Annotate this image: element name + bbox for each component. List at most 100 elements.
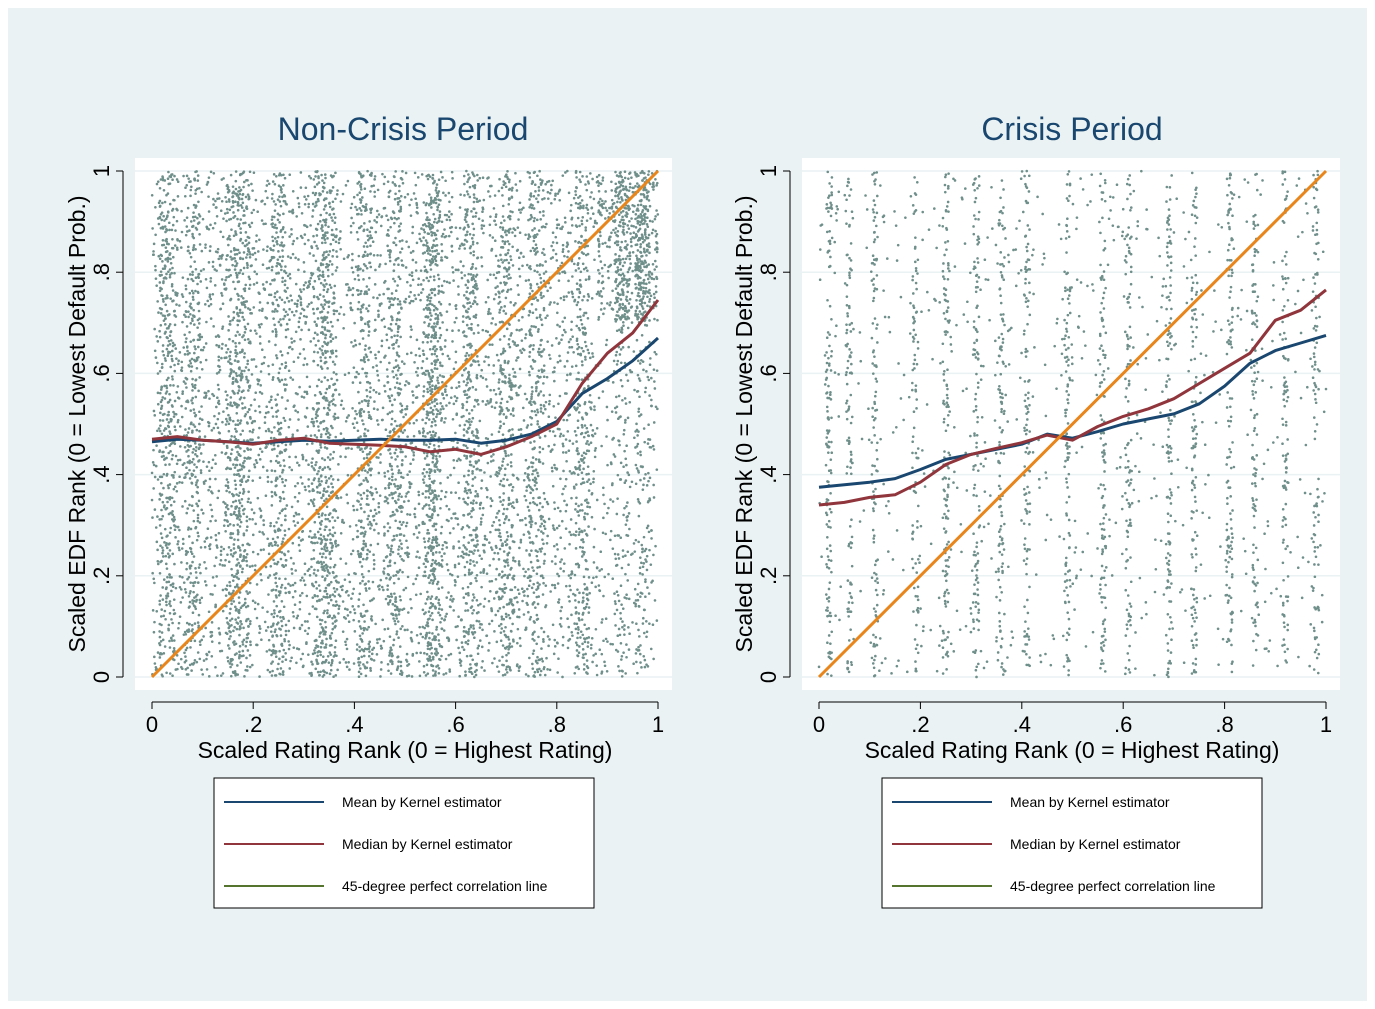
- scatter-point: [507, 454, 510, 457]
- scatter-point: [467, 568, 471, 572]
- scatter-point: [356, 550, 360, 553]
- scatter-point: [522, 567, 525, 571]
- scatter-point: [325, 250, 328, 254]
- scatter-point: [260, 219, 264, 222]
- scatter-point: [210, 634, 214, 637]
- scatter-point: [325, 546, 329, 550]
- scatter-point: [242, 654, 245, 657]
- scatter-point: [358, 401, 361, 405]
- scatter-point: [624, 572, 627, 576]
- scatter-point: [383, 475, 387, 478]
- scatter-point: [428, 477, 431, 480]
- scatter-point: [410, 441, 414, 445]
- scatter-point: [327, 477, 331, 480]
- scatter-point: [192, 509, 196, 512]
- scatter-point: [161, 551, 164, 555]
- scatter-point: [267, 593, 270, 596]
- scatter-point: [339, 432, 343, 435]
- scatter-point: [227, 486, 230, 490]
- scatter-point: [248, 283, 252, 287]
- scatter-point: [639, 478, 642, 482]
- scatter-point: [567, 340, 571, 344]
- scatter-point: [654, 405, 658, 409]
- scatter-point: [196, 222, 200, 225]
- scatter-point: [176, 542, 179, 546]
- scatter-point: [168, 611, 172, 615]
- scatter-point: [326, 655, 330, 658]
- scatter-point: [421, 434, 425, 438]
- scatter-point: [644, 473, 647, 476]
- scatter-point: [245, 243, 249, 246]
- scatter-point: [530, 392, 534, 396]
- scatter-point: [327, 494, 331, 498]
- scatter-point: [619, 246, 622, 249]
- scatter-point: [624, 257, 628, 261]
- scatter-point: [237, 561, 241, 565]
- scatter-point: [369, 244, 372, 248]
- scatter-point: [414, 577, 418, 581]
- scatter-point: [559, 560, 562, 564]
- scatter-point: [307, 567, 311, 571]
- scatter-point: [224, 417, 228, 421]
- scatter-point: [502, 550, 506, 553]
- scatter-point: [454, 226, 458, 229]
- scatter-point: [497, 430, 501, 434]
- scatter-point: [561, 320, 565, 323]
- scatter-point: [652, 483, 655, 487]
- scatter-point: [206, 299, 210, 303]
- scatter-point: [519, 519, 522, 522]
- scatter-point: [204, 246, 207, 249]
- scatter-point: [633, 550, 637, 553]
- scatter-point: [465, 654, 469, 658]
- scatter-point: [242, 251, 246, 254]
- scatter-point: [437, 277, 441, 281]
- scatter-point: [178, 475, 181, 479]
- scatter-point: [286, 286, 289, 290]
- scatter-point: [195, 187, 199, 191]
- scatter-point: [507, 261, 511, 265]
- scatter-point: [544, 400, 548, 404]
- scatter-point: [537, 369, 541, 372]
- scatter-point: [634, 482, 638, 486]
- scatter-point: [595, 664, 599, 667]
- scatter-point: [587, 611, 591, 614]
- scatter-point: [426, 432, 429, 435]
- scatter-point: [397, 498, 400, 501]
- scatter-point: [277, 593, 281, 597]
- scatter-point: [409, 290, 412, 294]
- scatter-point: [494, 323, 498, 326]
- scatter-point: [469, 273, 473, 276]
- scatter-point: [506, 169, 509, 173]
- scatter-point: [647, 263, 651, 266]
- scatter-point: [234, 170, 238, 173]
- scatter-point: [398, 325, 401, 329]
- scatter-point: [540, 626, 543, 630]
- scatter-point: [564, 330, 567, 334]
- scatter-point: [603, 660, 606, 664]
- scatter-point: [298, 385, 301, 389]
- scatter-point: [474, 494, 477, 498]
- scatter-point: [333, 645, 337, 649]
- scatter-point: [582, 656, 585, 660]
- scatter-point: [435, 237, 438, 241]
- scatter-point: [599, 197, 602, 201]
- scatter-point: [258, 624, 261, 628]
- scatter-point: [615, 350, 619, 354]
- scatter-point: [247, 632, 250, 635]
- scatter-point: [332, 212, 336, 216]
- scatter-point: [421, 625, 425, 629]
- scatter-point: [209, 536, 213, 539]
- scatter-point: [505, 415, 508, 419]
- scatter-point: [496, 512, 499, 515]
- scatter-point: [156, 340, 160, 343]
- scatter-point: [636, 434, 639, 437]
- scatter-point: [400, 547, 403, 550]
- scatter-point: [292, 360, 296, 364]
- scatter-point: [483, 360, 486, 363]
- scatter-point: [363, 250, 367, 254]
- scatter-point: [291, 541, 295, 545]
- scatter-point: [168, 268, 172, 271]
- scatter-point: [558, 272, 561, 275]
- scatter-point: [586, 299, 589, 302]
- scatter-point: [230, 567, 233, 571]
